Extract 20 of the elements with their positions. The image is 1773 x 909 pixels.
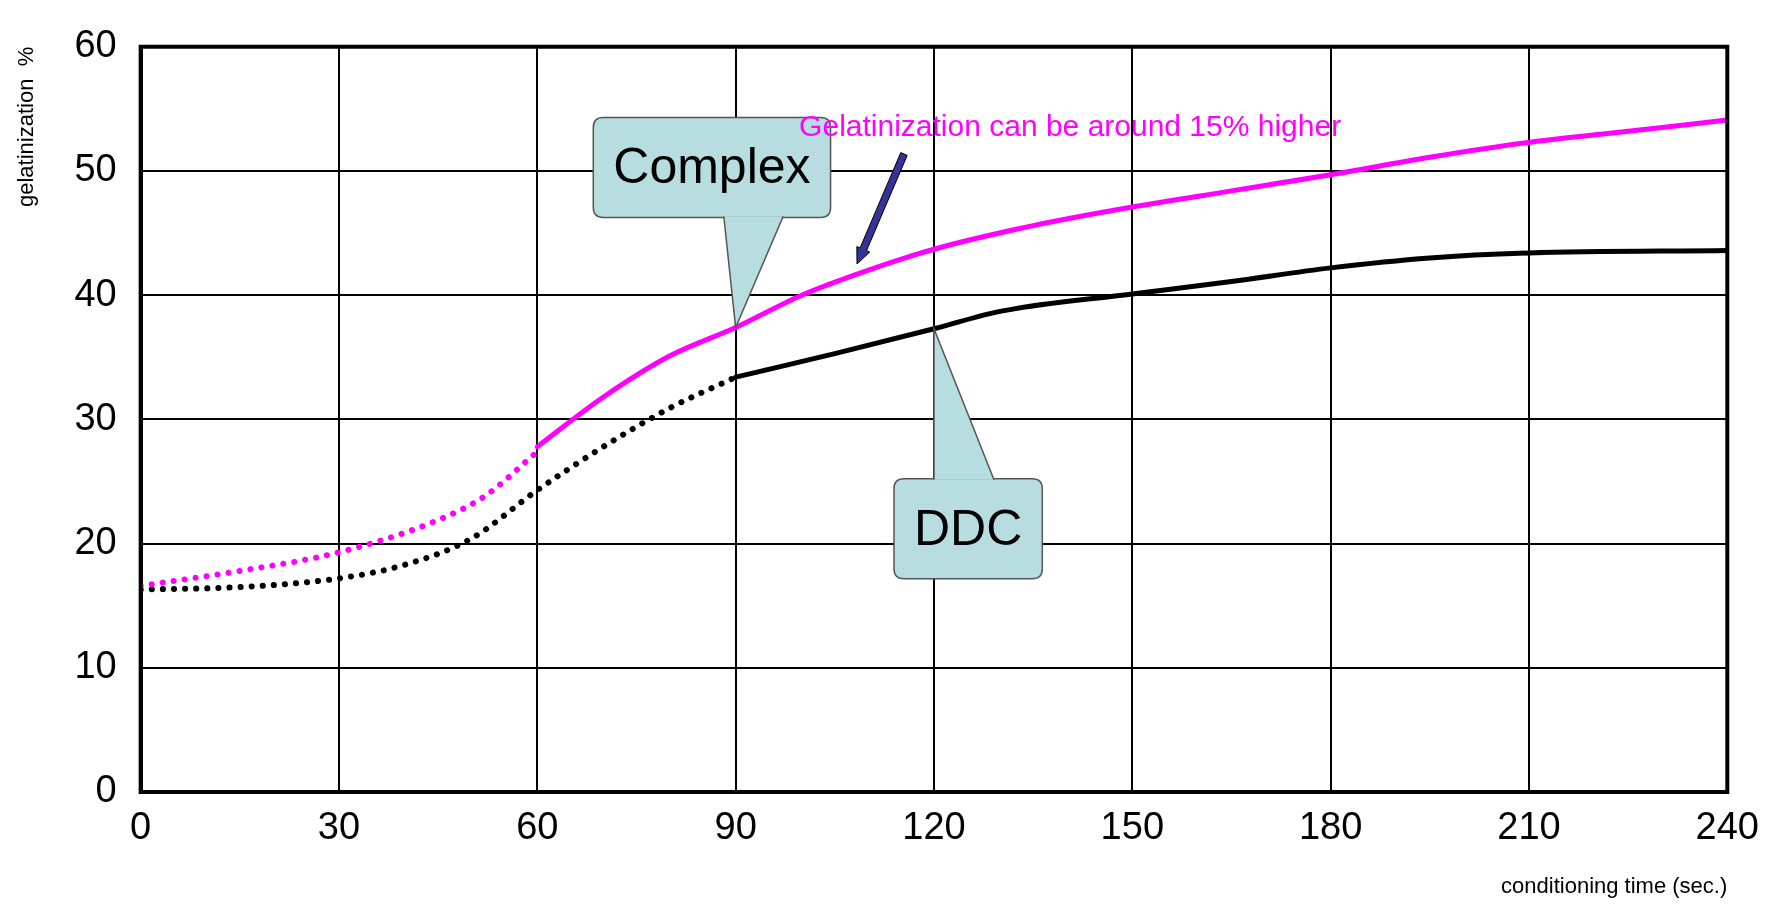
x-tick-label: 240	[1695, 805, 1759, 848]
x-tick-label: 0	[130, 805, 152, 848]
x-tick-label: 90	[714, 805, 757, 848]
x-tick-label: 60	[516, 805, 559, 848]
x-tick-label: 30	[317, 805, 361, 848]
y-tick-label: 60	[74, 23, 117, 66]
y-tick-label: 40	[74, 271, 117, 314]
y-tick-label: 0	[95, 768, 117, 811]
series-label: Complex	[613, 138, 811, 195]
x-tick-label: 120	[902, 805, 966, 848]
x-tick-label: 180	[1298, 805, 1363, 848]
x-tick-label: 150	[1100, 805, 1165, 848]
y-tick-label: 20	[74, 520, 117, 563]
text: DDC	[913, 499, 1023, 556]
y-tick-label: 30	[74, 395, 117, 438]
y-tick-label: 50	[74, 147, 117, 190]
y-tick-label: 10	[74, 644, 117, 687]
x-tick-label: 210	[1497, 805, 1561, 848]
x-axis-title: conditioning time (sec.)	[1501, 872, 1728, 898]
y-axis-title: gelatinization %	[13, 46, 39, 208]
